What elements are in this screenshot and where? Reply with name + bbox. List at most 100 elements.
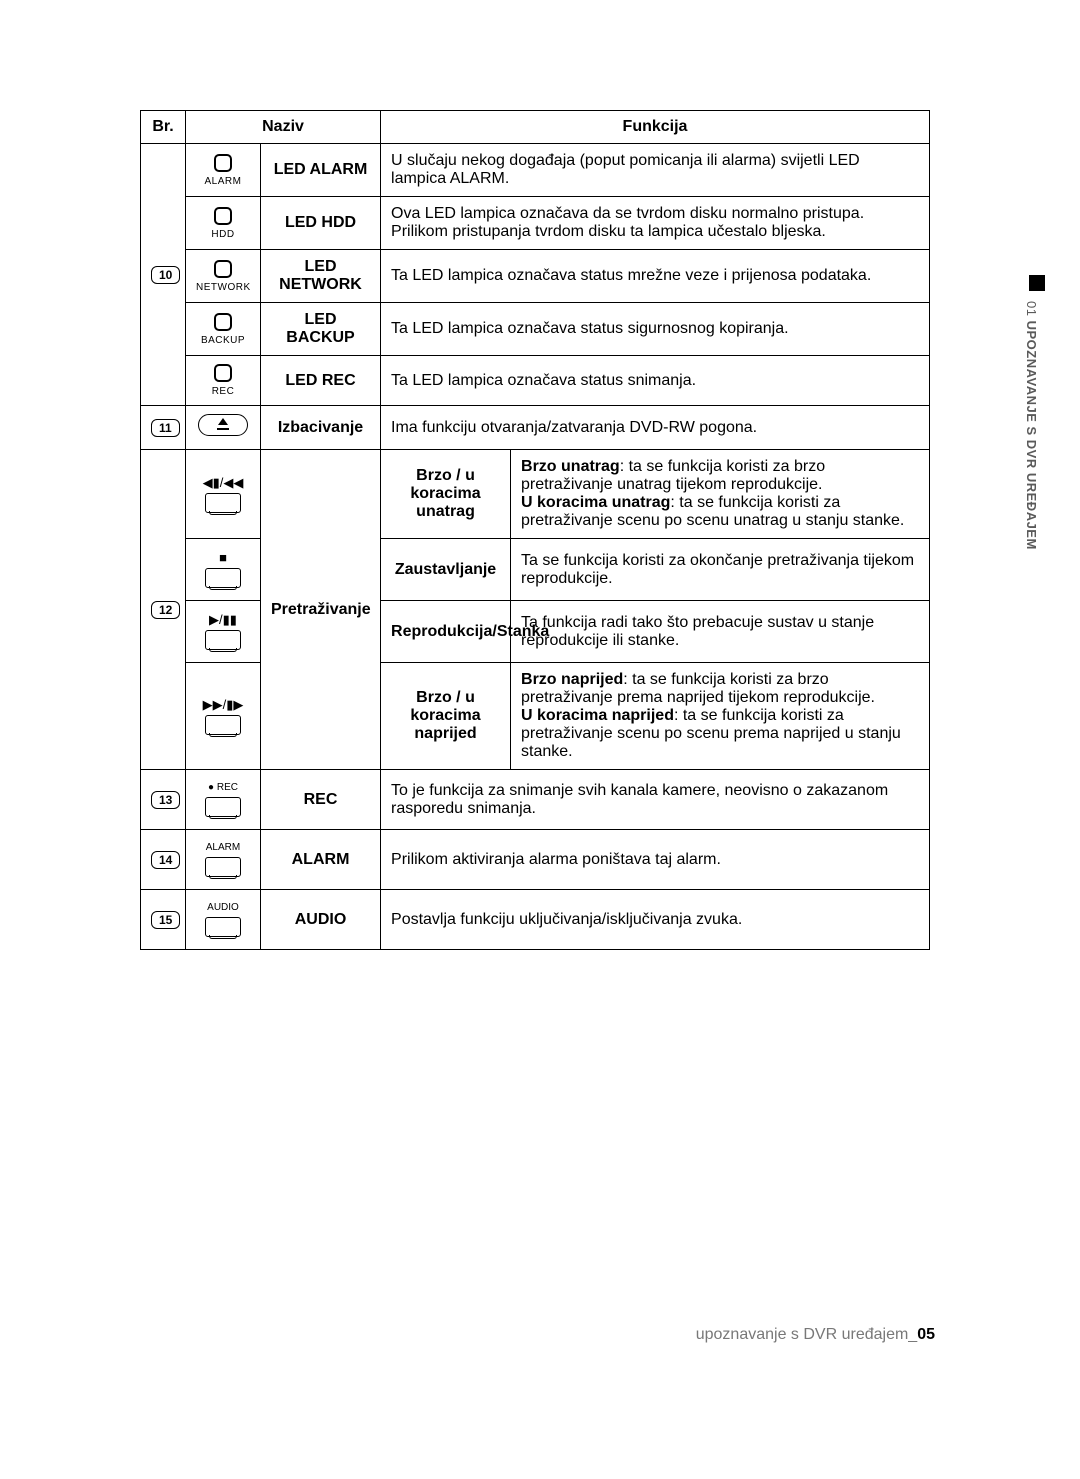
row-10-number-cell: 10 xyxy=(141,144,186,406)
row-14-number-cell: 14 xyxy=(141,830,186,890)
play-glyph: ▶/▮▮ xyxy=(196,613,250,626)
side-chapter-text: 01 UPOZNAVANJE S DVR UREĐAJEM xyxy=(1024,301,1039,550)
fwd-key-cell: ▶▶/▮▶ xyxy=(186,663,261,770)
key-button-icon xyxy=(205,857,241,877)
rewind-key-cell: ◀▮/◀◀ xyxy=(186,450,261,539)
play-key-cell: ▶/▮▮ xyxy=(186,601,261,663)
stop-glyph: ■ xyxy=(196,551,250,564)
rec-name: REC xyxy=(261,770,381,830)
side-marker-block xyxy=(1029,275,1045,291)
play-desc: Ta funkcija radi tako što prebacuje sust… xyxy=(511,601,930,663)
side-chapter-tab: 01 UPOZNAVANJE S DVR UREĐAJEM xyxy=(1024,275,1050,550)
alarm-key-cell: ALARM xyxy=(186,830,261,890)
key-button-icon xyxy=(205,630,241,650)
header-funkcija: Funkcija xyxy=(381,111,930,144)
row-13-number-cell: 13 xyxy=(141,770,186,830)
led-rec-name: LED REC xyxy=(261,356,381,406)
led-hdd-label: HDD xyxy=(196,229,250,240)
row-15: 15 AUDIO AUDIO Postavlja funkciju uključ… xyxy=(141,890,930,950)
row-12-number: 12 xyxy=(151,601,180,619)
alarm-func: Prilikom aktiviranja alarma poništava ta… xyxy=(381,830,930,890)
audio-key-cell: AUDIO xyxy=(186,890,261,950)
audio-top-label: AUDIO xyxy=(196,902,250,913)
row-10-rec: REC LED REC Ta LED lampica označava stat… xyxy=(141,356,930,406)
stop-title: Zaustavljanje xyxy=(381,539,511,601)
key-button-icon xyxy=(205,917,241,937)
led-backup-icon-cell: BACKUP xyxy=(186,303,261,356)
led-backup-name: LED BACKUP xyxy=(261,303,381,356)
led-square-icon xyxy=(214,260,232,278)
led-alarm-func: U slučaju nekog događaja (poput pomicanj… xyxy=(381,144,930,197)
row-12-stop: ■ Zaustavljanje Ta se funkcija koristi z… xyxy=(141,539,930,601)
led-network-icon-cell: NETWORK xyxy=(186,250,261,303)
alarm-name: ALARM xyxy=(261,830,381,890)
alarm-top-label: ALARM xyxy=(196,842,250,853)
led-rec-icon-cell: REC xyxy=(186,356,261,406)
row-10-number: 10 xyxy=(151,266,180,284)
search-name: Pretraživanje xyxy=(261,450,381,770)
footer-text: upoznavanje s DVR uređajem_ xyxy=(696,1326,917,1343)
page-footer: upoznavanje s DVR uređajem_05 xyxy=(696,1326,935,1344)
row-10-network: NETWORK LED NETWORK Ta LED lampica označ… xyxy=(141,250,930,303)
led-rec-func: Ta LED lampica označava status snimanja. xyxy=(381,356,930,406)
row-13-number: 13 xyxy=(151,791,180,809)
row-10-hdd: HDD LED HDD Ova LED lampica označava da … xyxy=(141,197,930,250)
led-backup-label: BACKUP xyxy=(196,335,250,346)
row-12-fwd: ▶▶/▮▶ Brzo / u koracima naprijed Brzo na… xyxy=(141,663,930,770)
key-button-icon xyxy=(205,493,241,513)
row-13: 13 ● REC REC To je funkcija za snimanje … xyxy=(141,770,930,830)
eject-func: Ima funkciju otvaranja/zatvaranja DVD-RW… xyxy=(381,406,930,450)
led-square-icon xyxy=(214,154,232,172)
audio-name: AUDIO xyxy=(261,890,381,950)
audio-func: Postavlja funkciju uključivanja/isključi… xyxy=(381,890,930,950)
row-11-number: 11 xyxy=(151,419,180,437)
stop-desc: Ta se funkcija koristi za okončanje pret… xyxy=(511,539,930,601)
led-alarm-label: ALARM xyxy=(196,176,250,187)
rec-key-cell: ● REC xyxy=(186,770,261,830)
footer-page-number: 05 xyxy=(917,1326,935,1343)
row-10-alarm: 10 ALARM LED ALARM U slučaju nekog događ… xyxy=(141,144,930,197)
fwd-glyph: ▶▶/▮▶ xyxy=(196,698,250,711)
led-network-func: Ta LED lampica označava status mrežne ve… xyxy=(381,250,930,303)
row-15-number: 15 xyxy=(151,911,180,929)
led-rec-label: REC xyxy=(196,386,250,397)
chapter-title: UPOZNAVANJE S DVR UREĐAJEM xyxy=(1024,321,1039,550)
row-12-number-cell: 12 xyxy=(141,450,186,770)
led-alarm-name: LED ALARM xyxy=(261,144,381,197)
eject-name: Izbacivanje xyxy=(261,406,381,450)
row-10-backup: BACKUP LED BACKUP Ta LED lampica označav… xyxy=(141,303,930,356)
led-square-icon xyxy=(214,364,232,382)
led-backup-func: Ta LED lampica označava status sigurnosn… xyxy=(381,303,930,356)
key-button-icon xyxy=(205,715,241,735)
row-12-play: ▶/▮▮ Reprodukcija/Stanka Ta funkcija rad… xyxy=(141,601,930,663)
header-br: Br. xyxy=(141,111,186,144)
led-square-icon xyxy=(214,207,232,225)
table-header-row: Br. Naziv Funkcija xyxy=(141,111,930,144)
led-hdd-name: LED HDD xyxy=(261,197,381,250)
fwd-step-title: Brzo / u koracima naprijed xyxy=(381,663,511,770)
row-11: 11 Izbacivanje Ima funkciju otvaranja/za… xyxy=(141,406,930,450)
led-square-icon xyxy=(214,313,232,331)
row-11-number-cell: 11 xyxy=(141,406,186,450)
rec-func: To je funkcija za snimanje svih kanala k… xyxy=(381,770,930,830)
row-14: 14 ALARM ALARM Prilikom aktiviranja alar… xyxy=(141,830,930,890)
chapter-number: 01 xyxy=(1024,301,1039,316)
rewind-glyph: ◀▮/◀◀ xyxy=(196,476,250,489)
back-step-title: Brzo / u koracima unatrag xyxy=(381,450,511,539)
header-naziv: Naziv xyxy=(186,111,381,144)
row-15-number-cell: 15 xyxy=(141,890,186,950)
fwd-step-desc: Brzo naprijed: ta se funkcija koristi za… xyxy=(511,663,930,770)
row-14-number: 14 xyxy=(151,851,180,869)
eject-icon-cell xyxy=(186,406,261,450)
led-alarm-icon-cell: ALARM xyxy=(186,144,261,197)
rec-top-label: ● REC xyxy=(196,782,250,793)
row-12-back: 12 ◀▮/◀◀ Pretraživanje Brzo / u koracima… xyxy=(141,450,930,539)
eject-icon xyxy=(198,414,248,436)
led-hdd-icon-cell: HDD xyxy=(186,197,261,250)
led-network-name: LED NETWORK xyxy=(261,250,381,303)
key-button-icon xyxy=(205,797,241,817)
back-step-desc: Brzo unatrag: ta se funkcija koristi za … xyxy=(511,450,930,539)
play-title: Reprodukcija/Stanka xyxy=(381,601,511,663)
key-button-icon xyxy=(205,568,241,588)
led-network-label: NETWORK xyxy=(196,282,250,293)
